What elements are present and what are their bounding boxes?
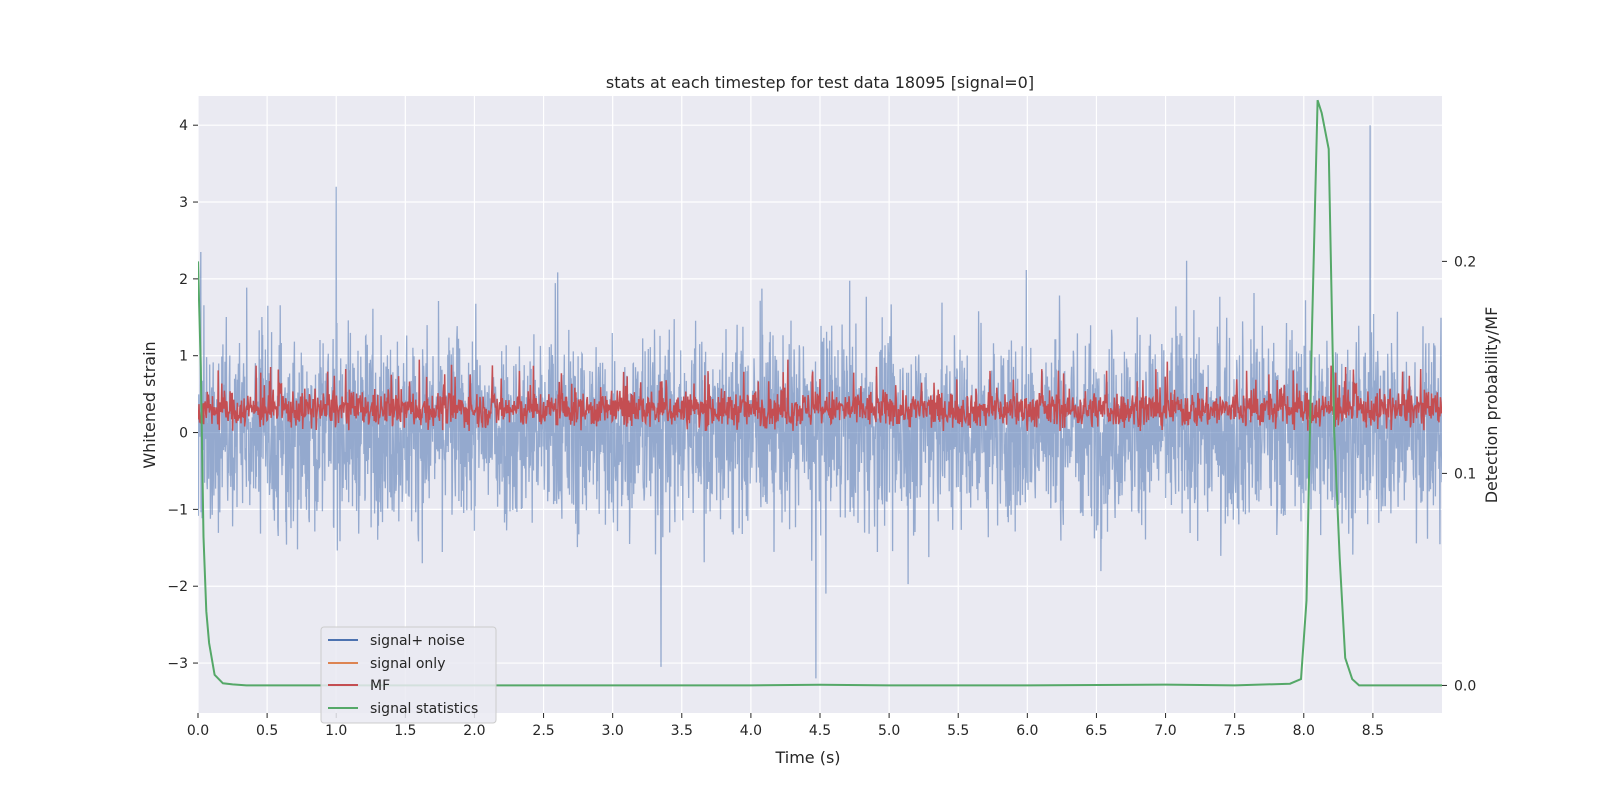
y-tick-label: 4: [179, 118, 188, 134]
y-tick-label: 1: [179, 349, 188, 365]
y-tick-label: −3: [167, 656, 188, 672]
legend-label-signal-only: signal only: [370, 656, 445, 672]
y2-tick-label: 0.1: [1454, 466, 1476, 482]
y-axis-left: 4 3 2 1 0 −1 −2 −3: [167, 118, 198, 672]
x-tick-label: 7.5: [1224, 723, 1246, 739]
y-axis-right: 0.2 0.1 0.0: [1442, 254, 1476, 694]
y2-axis-title: Detection probability/MF: [1482, 307, 1501, 504]
x-tick-label: 3.0: [602, 723, 624, 739]
chart-title: stats at each timestep for test data 180…: [606, 73, 1034, 92]
x-tick-label: 2.5: [532, 723, 554, 739]
x-tick-label: 5.0: [878, 723, 900, 739]
legend-label-mf: MF: [370, 678, 390, 694]
y-tick-label: −1: [167, 502, 188, 518]
legend-label-signal-noise: signal+ noise: [370, 633, 465, 649]
x-axis-title: Time (s): [774, 748, 840, 767]
legend-label-signal-statistics: signal statistics: [370, 701, 478, 717]
y-axis-title: Whitened strain: [140, 341, 159, 468]
mf-line: [198, 359, 1442, 432]
x-tick-label: 8.5: [1362, 723, 1384, 739]
x-tick-label: 1.0: [325, 723, 347, 739]
x-tick-label: 3.5: [671, 723, 693, 739]
y-tick-label: 0: [179, 426, 188, 442]
x-tick-label: 0.0: [187, 723, 209, 739]
x-tick-label: 7.0: [1154, 723, 1176, 739]
x-axis: 0.0 0.5 1.0 1.5 2.0 2.5 3.0 3.5 4.0 4.5 5.0 5.5 6.0 6…: [187, 713, 1384, 739]
y2-tick-label: 0.2: [1454, 254, 1476, 270]
x-tick-label: 6.5: [1085, 723, 1107, 739]
x-tick-label: 0.5: [256, 723, 278, 739]
y-tick-label: 3: [179, 195, 188, 211]
x-tick-label: 4.0: [740, 723, 762, 739]
x-tick-label: 4.5: [809, 723, 831, 739]
legend-box: [320, 626, 497, 724]
y2-tick-label: 0.0: [1454, 678, 1476, 694]
legend: signal+ noise signal only MF signal stat…: [320, 626, 497, 724]
x-tick-label: 6.0: [1016, 723, 1038, 739]
y-tick-label: −2: [167, 579, 188, 595]
x-tick-label: 5.5: [947, 723, 969, 739]
series-layer: [198, 99, 1442, 687]
signal-statistics-line: [198, 99, 1442, 687]
x-tick-label: 2.0: [463, 723, 485, 739]
y-tick-label: 2: [179, 272, 188, 288]
x-tick-label: 1.5: [394, 723, 416, 739]
x-tick-label: 8.0: [1293, 723, 1315, 739]
